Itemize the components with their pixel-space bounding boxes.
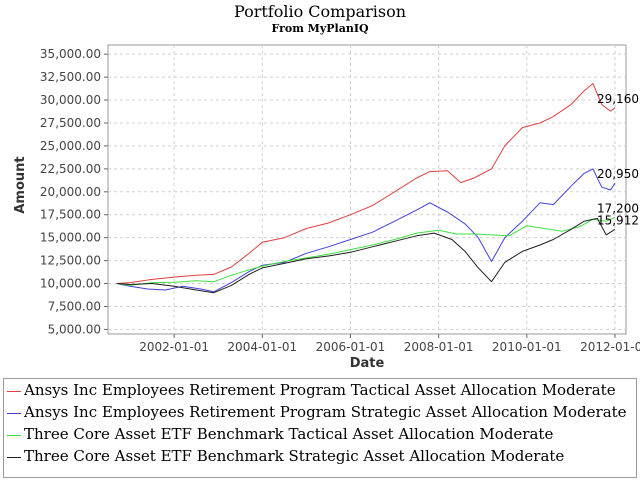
x-tick-label: 2002-01-01	[139, 340, 209, 354]
y-tick-label: 35,000.00	[40, 47, 101, 61]
series-line-three-core-asset-etf-benchmark-tactical-asset-allocation-moderate	[116, 217, 616, 286]
legend-swatch	[7, 456, 21, 458]
legend-label: Three Core Asset ETF Benchmark Strategic…	[24, 447, 565, 465]
series-lines	[116, 83, 616, 294]
grid	[108, 45, 626, 334]
y-tick-label: 32,500.00	[40, 70, 101, 84]
y-tick-label: 20,000.00	[40, 185, 101, 199]
legend-item: Three Core Asset ETF Benchmark Strategic…	[4, 445, 636, 467]
series-line-ansys-inc-employees-retirement-program-tactical-asset-allocation-moderate	[116, 83, 616, 284]
x-axis-label: Date	[350, 356, 385, 371]
y-tick-label: 5,000.00	[48, 322, 101, 336]
legend-swatch	[7, 390, 21, 392]
legend-swatch	[7, 434, 21, 436]
legend-item: Ansys Inc Employees Retirement Program T…	[4, 379, 636, 401]
legend-item: Three Core Asset ETF Benchmark Tactical …	[4, 423, 636, 445]
x-tick-label: 2006-01-01	[316, 340, 386, 354]
y-tick-label: 12,500.00	[40, 254, 101, 268]
y-tick-label: 25,000.00	[40, 139, 101, 153]
series-line-ansys-inc-employees-retirement-program-strategic-asset-allocation-moderate	[116, 168, 616, 293]
chart-title: Portfolio Comparison	[234, 2, 406, 21]
y-tick-label: 15,000.00	[40, 231, 101, 245]
y-axis-ticks: 5,000.00 7,500.00 10,000.00 12,500.00 15,000…	[40, 47, 108, 336]
legend-label: Three Core Asset ETF Benchmark Tactical …	[24, 425, 554, 443]
series-line-three-core-asset-etf-benchmark-strategic-asset-allocation-moderate	[116, 217, 616, 294]
end-value-label: 29,160	[597, 92, 639, 106]
x-tick-label: 2012-01-01	[580, 340, 640, 354]
legend-label: Ansys Inc Employees Retirement Program S…	[24, 403, 627, 421]
legend-label: Ansys Inc Employees Retirement Program T…	[24, 381, 616, 399]
y-tick-label: 10,000.00	[40, 277, 101, 291]
y-tick-label: 22,500.00	[40, 162, 101, 176]
y-tick-label: 17,500.00	[40, 208, 101, 222]
chart-subtitle: From MyPlanIQ	[271, 22, 369, 35]
end-value-label: 17,200	[597, 201, 639, 215]
y-axis-label: Amount	[13, 156, 28, 213]
chart: Portfolio Comparison From MyPlanIQ 5,000…	[13, 2, 640, 371]
plot-area	[107, 44, 627, 335]
y-tick-label: 30,000.00	[40, 93, 101, 107]
end-value-label: 20,950	[597, 167, 639, 181]
y-tick-label: 7,500.00	[48, 299, 101, 313]
x-tick-label: 2010-01-01	[492, 340, 562, 354]
legend: Ansys Inc Employees Retirement Program T…	[3, 378, 637, 478]
x-axis-ticks: 2002-01-01 2004-01-01 2006-01-01 2008-01-01…	[139, 334, 640, 354]
legend-swatch	[7, 412, 21, 414]
y-tick-label: 27,500.00	[40, 116, 101, 130]
x-tick-label: 2008-01-01	[404, 340, 474, 354]
end-value-label: 15,912	[597, 213, 639, 227]
x-tick-label: 2004-01-01	[227, 340, 297, 354]
legend-item: Ansys Inc Employees Retirement Program S…	[4, 401, 636, 423]
